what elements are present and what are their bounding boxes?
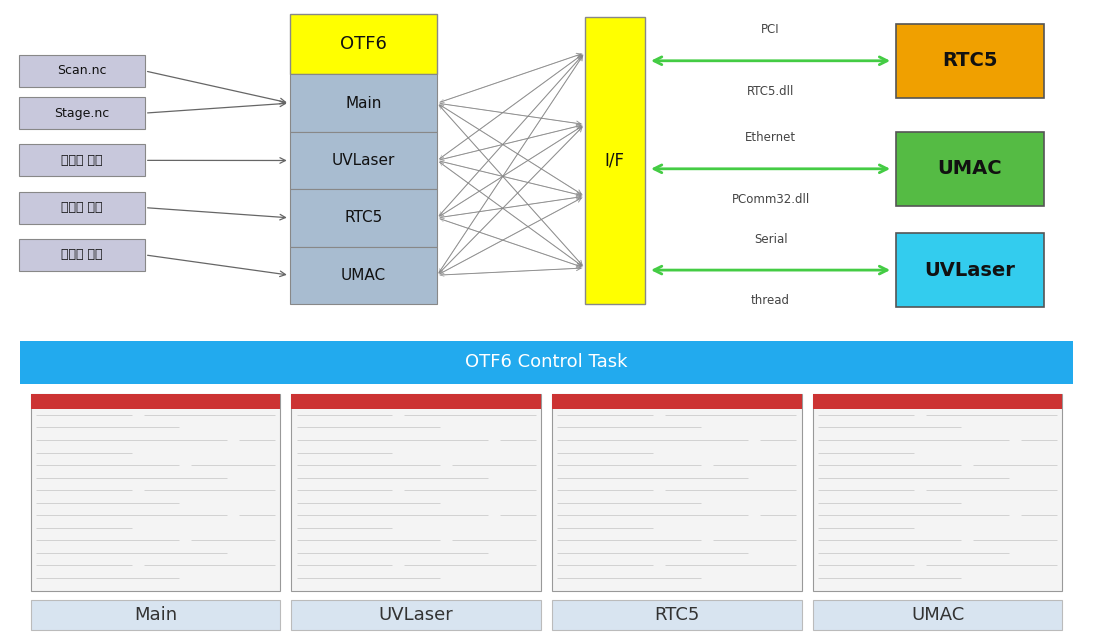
FancyBboxPatch shape [290,247,437,304]
Text: Scan.nc: Scan.nc [57,64,107,78]
Text: I/F: I/F [604,152,625,169]
Text: thread: thread [751,294,790,308]
FancyBboxPatch shape [552,394,802,409]
FancyBboxPatch shape [290,132,437,189]
Text: RTC5: RTC5 [942,51,998,70]
FancyBboxPatch shape [813,394,1062,409]
FancyBboxPatch shape [31,599,280,629]
FancyBboxPatch shape [31,394,280,590]
FancyBboxPatch shape [813,599,1062,629]
Text: Main: Main [345,96,381,111]
Text: UVLaser: UVLaser [332,153,395,168]
FancyBboxPatch shape [19,145,145,176]
FancyBboxPatch shape [552,599,802,629]
FancyBboxPatch shape [291,394,541,590]
Text: Stage.nc: Stage.nc [55,106,109,120]
Text: Ethernet: Ethernet [745,131,796,145]
FancyBboxPatch shape [291,394,541,409]
Text: UVLaser: UVLaser [379,606,454,624]
Text: PCI: PCI [761,24,780,36]
Text: 사용자 입력: 사용자 입력 [61,201,103,214]
FancyBboxPatch shape [19,239,145,271]
FancyBboxPatch shape [19,192,145,224]
FancyBboxPatch shape [290,189,437,247]
FancyBboxPatch shape [552,394,802,590]
FancyBboxPatch shape [896,233,1044,307]
Text: RTC5: RTC5 [344,210,383,225]
FancyBboxPatch shape [290,13,437,75]
Text: Serial: Serial [754,233,787,246]
Text: PComm32.dll: PComm32.dll [731,193,810,206]
FancyBboxPatch shape [20,341,1073,384]
FancyBboxPatch shape [896,24,1044,98]
FancyBboxPatch shape [31,394,280,409]
Text: Main: Main [134,606,177,624]
FancyBboxPatch shape [585,17,645,304]
Text: RTC5.dll: RTC5.dll [747,85,795,98]
Text: UVLaser: UVLaser [925,261,1015,280]
Text: OTF6: OTF6 [340,35,387,53]
Text: 사용자 입력: 사용자 입력 [61,248,103,261]
FancyBboxPatch shape [19,97,145,129]
Text: UMAC: UMAC [938,159,1002,178]
FancyBboxPatch shape [896,132,1044,206]
FancyBboxPatch shape [291,599,541,629]
Text: OTF6 Control Task: OTF6 Control Task [466,354,627,371]
FancyBboxPatch shape [19,55,145,87]
Text: UMAC: UMAC [341,268,386,283]
Text: UMAC: UMAC [910,606,964,624]
Text: 사용자 입력: 사용자 입력 [61,154,103,167]
FancyBboxPatch shape [290,75,437,132]
FancyBboxPatch shape [813,394,1062,590]
Text: RTC5: RTC5 [654,606,700,624]
